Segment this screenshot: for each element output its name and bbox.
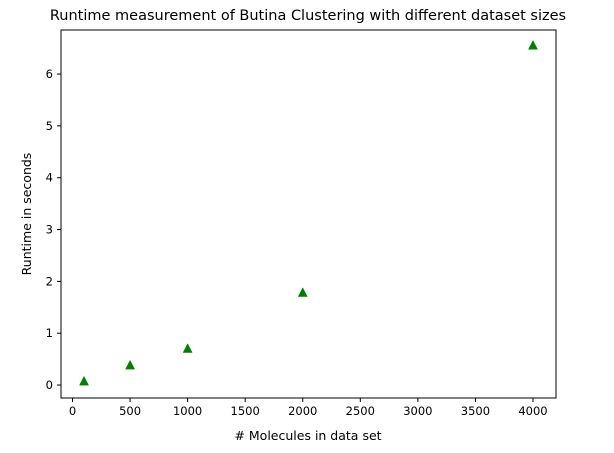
data-point-marker [182,343,193,353]
x-axis-ticks: 0 500 1000 1500 2000 2500 3000 3500 4000 [69,398,548,418]
plot-area-frame [60,29,557,399]
x-axis-label: # Molecules in data set [234,428,381,443]
y-tick-label: 3 [46,223,53,237]
y-tick-label: 5 [46,119,53,133]
x-tick-label: 1000 [173,404,202,418]
y-tick-label: 6 [46,67,53,81]
data-point-marker [297,287,308,297]
x-tick-label: 2000 [288,404,317,418]
data-points [79,40,538,386]
x-tick-label: 2500 [346,404,375,418]
x-tick-label: 1500 [231,404,260,418]
data-point-marker [79,375,89,386]
x-tick-label: 4000 [518,404,547,418]
y-tick-label: 1 [46,326,53,340]
y-tick-label: 4 [46,171,53,185]
data-point-marker [528,40,538,50]
x-tick-label: 3500 [461,404,490,418]
y-axis-label: Runtime in seconds [19,153,34,276]
chart-title: Runtime measurement of Butina Clustering… [50,8,566,24]
x-tick-label: 0 [69,404,76,418]
x-tick-label: 500 [119,404,141,418]
y-tick-label: 0 [46,378,53,392]
data-point-marker [125,359,135,370]
x-tick-label: 3000 [403,404,432,418]
y-axis-ticks: 0 1 2 3 4 5 6 [46,67,61,392]
y-tick-label: 2 [46,274,53,288]
